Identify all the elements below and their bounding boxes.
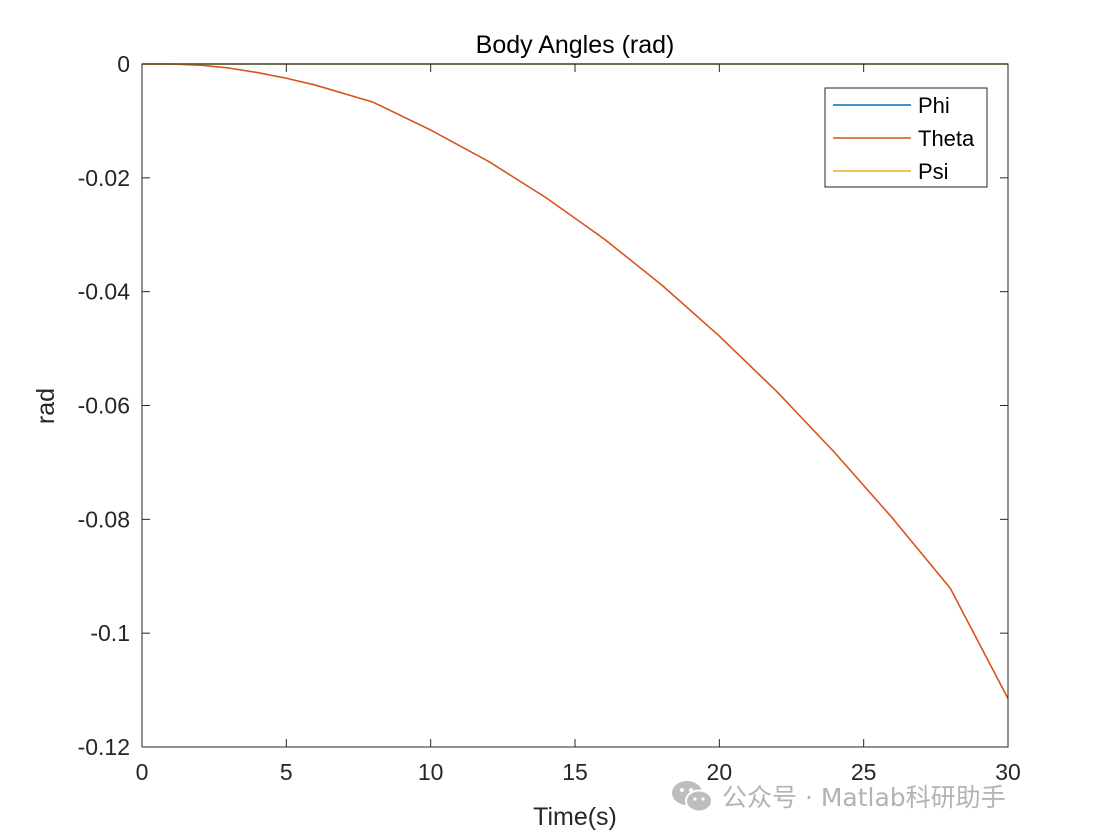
y-axis-title: rad — [32, 388, 60, 424]
y-tick-label: 0 — [117, 51, 130, 77]
legend-entries: Phi Theta Psi — [833, 93, 975, 184]
x-tick-label: 10 — [418, 759, 444, 785]
legend-label-phi: Phi — [918, 93, 950, 118]
legend-label-psi: Psi — [918, 159, 949, 184]
ticks-layer: 0 5 10 15 20 25 30 0 -0.02 -0.04 -0.06 -0.08 -0.1 -0.… — [78, 51, 1021, 785]
y-tick-label: -0.12 — [78, 734, 130, 760]
y-tick-label: -0.06 — [78, 393, 130, 419]
x-tick-label: 25 — [851, 759, 877, 785]
x-tick-label: 5 — [280, 759, 293, 785]
y-tick-label: -0.02 — [78, 165, 130, 191]
watermark: 公众号 · Matlab科研助手 — [670, 776, 1006, 816]
x-tick-label: 0 — [136, 759, 149, 785]
x-axis-title: Time(s) — [533, 803, 617, 831]
legend-label-theta: Theta — [918, 126, 975, 151]
x-tick-label: 30 — [995, 759, 1021, 785]
y-tick-label: -0.04 — [78, 279, 131, 305]
y-tick-label: -0.08 — [78, 506, 130, 532]
watermark-text: 公众号 · Matlab科研助手 — [722, 783, 1006, 812]
x-tick-label: 20 — [707, 759, 733, 785]
series-line-theta — [142, 63, 1009, 699]
x-tick-label: 15 — [562, 759, 588, 785]
wechat-icon — [672, 781, 713, 813]
legend: Phi Theta Psi — [824, 87, 988, 188]
y-tick-label: -0.1 — [90, 620, 130, 646]
chart-title: Body Angles (rad) — [476, 31, 675, 59]
